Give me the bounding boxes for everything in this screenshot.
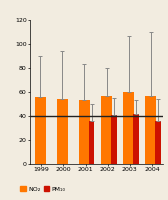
Bar <box>145 96 156 164</box>
Bar <box>79 100 90 164</box>
Text: μg/m³: μg/m³ <box>0 10 1 17</box>
Bar <box>155 121 161 164</box>
Bar <box>35 97 46 164</box>
Bar <box>57 99 68 164</box>
Bar <box>123 92 134 164</box>
Bar <box>101 96 112 164</box>
Legend: NO₂, PM₁₀: NO₂, PM₁₀ <box>20 186 66 192</box>
Bar <box>133 114 139 164</box>
Bar <box>89 121 94 164</box>
Bar <box>111 115 117 164</box>
